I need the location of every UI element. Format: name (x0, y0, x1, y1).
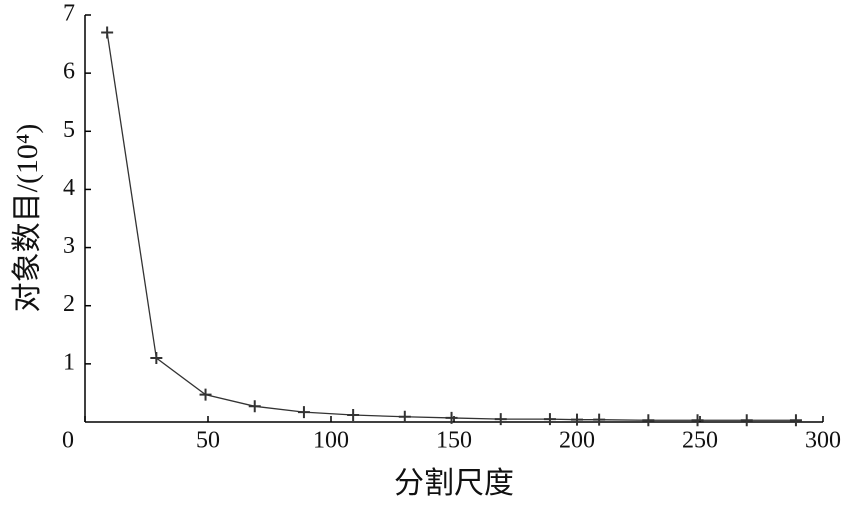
point-marker (642, 414, 655, 427)
y-tick-label: 6 (63, 59, 75, 85)
point-marker (248, 400, 261, 413)
y-tick-label: 2 (63, 291, 75, 317)
x-tick-label: 300 (805, 428, 841, 454)
point-marker (150, 352, 163, 365)
point-marker (199, 388, 212, 401)
y-tick-label: 5 (63, 117, 75, 143)
y-tick-label: 7 (63, 1, 75, 27)
y-tick-label: 4 (63, 175, 75, 201)
point-marker (445, 411, 458, 424)
point-marker (297, 406, 310, 419)
y-tick-label: 3 (63, 233, 75, 259)
point-marker (347, 409, 360, 422)
point-marker (571, 413, 583, 426)
x-tick-label: 150 (436, 428, 472, 454)
point-marker (593, 413, 606, 426)
x-tick-label: 0 (62, 428, 74, 454)
x-tick-label: 100 (313, 428, 349, 454)
point-marker (789, 414, 802, 427)
point-marker (494, 413, 507, 426)
x-tick-label: 250 (682, 428, 718, 454)
x-tick-label: 200 (559, 428, 595, 454)
y-tick-label: 1 (63, 349, 75, 375)
point-marker (740, 414, 753, 427)
point-marker (101, 26, 114, 39)
y-axis-label: 对象数目/(10⁴) (11, 124, 44, 313)
point-marker (691, 414, 704, 427)
point-marker (543, 413, 556, 426)
point-marker (398, 410, 411, 423)
x-axis-label: 分割尺度 (394, 467, 514, 500)
line (106, 32, 796, 421)
x-tick-label: 50 (196, 428, 220, 454)
